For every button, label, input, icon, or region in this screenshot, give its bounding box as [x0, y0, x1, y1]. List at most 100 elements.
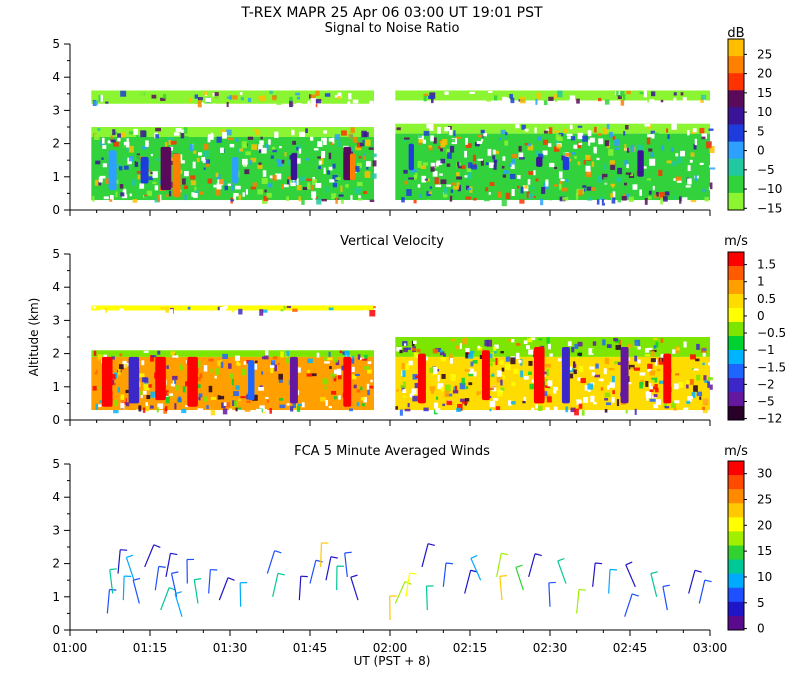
echo-cell [655, 192, 659, 197]
echo-cell [592, 341, 597, 346]
echo-cell [604, 358, 610, 365]
echo-cell [416, 348, 421, 353]
echo-cell [261, 356, 265, 360]
echo-cell [504, 363, 511, 371]
echo-cell [413, 174, 417, 180]
echo-gap [181, 129, 186, 133]
echo-cell [405, 347, 412, 350]
echo-cell [580, 377, 586, 384]
echo-cell [260, 95, 267, 102]
echo-cell [709, 167, 716, 170]
echo-layer [91, 350, 374, 357]
echo-cell [423, 407, 429, 412]
echo-cell [399, 349, 403, 354]
echo-cell [521, 124, 526, 130]
echo-gap [212, 92, 216, 97]
echo-cell [648, 124, 652, 129]
echo-gap [426, 199, 431, 206]
echo-cell [115, 163, 121, 169]
echo-cell [119, 184, 124, 189]
echo-gap [307, 100, 310, 104]
wind-barb-staff [272, 573, 279, 597]
wind-barb-flag [578, 588, 586, 591]
echo-gap [185, 404, 189, 408]
echo-gap [684, 197, 688, 205]
echo-cell [512, 153, 517, 159]
echo-feature [343, 356, 352, 407]
echo-gap [469, 91, 475, 94]
echo-cell [553, 146, 560, 152]
echo-cell [448, 353, 453, 361]
echo-cell [432, 348, 439, 354]
echo-cell [440, 179, 447, 185]
echo-cell [701, 136, 706, 140]
echo-cell [242, 368, 247, 376]
echo-cell [471, 164, 478, 170]
x-tick-label: 03:00 [693, 641, 728, 655]
echo-cell [292, 140, 297, 145]
echo-gap [323, 130, 328, 134]
echo-cell [315, 101, 319, 108]
echo-cell [280, 351, 284, 358]
echo-gap [502, 156, 506, 161]
colorbar-swatch [728, 545, 744, 561]
echo-cell [138, 373, 145, 378]
echo-cell [287, 159, 290, 166]
echo-cell [315, 90, 320, 96]
wind-barb [608, 568, 618, 594]
wind-barb-staff [208, 569, 211, 594]
echo-gap [139, 183, 145, 189]
echo-gap [298, 147, 302, 154]
echo-gap [588, 139, 591, 146]
wind-barb-staff [174, 593, 183, 617]
echo-cell [608, 149, 614, 156]
wind-barb-staff [350, 577, 359, 601]
echo-gap [214, 375, 217, 379]
echo-cell [206, 405, 209, 410]
echo-cell [563, 128, 568, 133]
echo-gap [310, 98, 317, 105]
echo-cell [495, 406, 501, 411]
echo-gap [553, 406, 558, 412]
echo-cell [651, 91, 656, 97]
echo-cell [501, 367, 505, 372]
wind-barb-staff [106, 589, 111, 614]
echo-gap [560, 178, 565, 182]
colorbar-swatch [728, 107, 744, 125]
echo-cell [301, 198, 305, 205]
echo-cell [190, 180, 197, 186]
echo-cell [129, 156, 134, 162]
echo-cell [135, 135, 140, 141]
echo-gap [347, 101, 351, 108]
echo-cell [467, 187, 472, 191]
echo-gap [589, 366, 595, 370]
echo-gap [546, 128, 551, 131]
wind-barb-flag [274, 550, 282, 554]
echo-cell [238, 407, 242, 411]
echo-cell [524, 185, 528, 189]
echo-cell [480, 159, 484, 166]
y-tick-label: 3 [52, 313, 60, 327]
echo-layer [91, 127, 374, 137]
echo-gap [527, 179, 531, 185]
echo-cell [639, 381, 644, 389]
echo-gap [219, 307, 226, 312]
colorbar-label: 10 [757, 570, 772, 584]
echo-gap [201, 157, 206, 162]
echo-cell [168, 139, 172, 145]
wind-barb-staff [405, 572, 411, 597]
echo-cell [496, 376, 503, 383]
wind-barb-staff [132, 580, 140, 604]
echo-cell [101, 157, 104, 160]
echo-cell [663, 403, 667, 408]
wind-barb-staff [442, 562, 447, 587]
echo-gap [223, 402, 227, 406]
wind-barb [470, 554, 482, 581]
echo-cell [511, 381, 516, 387]
echo-cell [709, 384, 713, 390]
echo-gap [101, 137, 105, 144]
echo-gap [286, 403, 290, 406]
echo-cell [459, 382, 466, 390]
wind-barb [576, 588, 586, 614]
echo-cell [95, 403, 99, 410]
